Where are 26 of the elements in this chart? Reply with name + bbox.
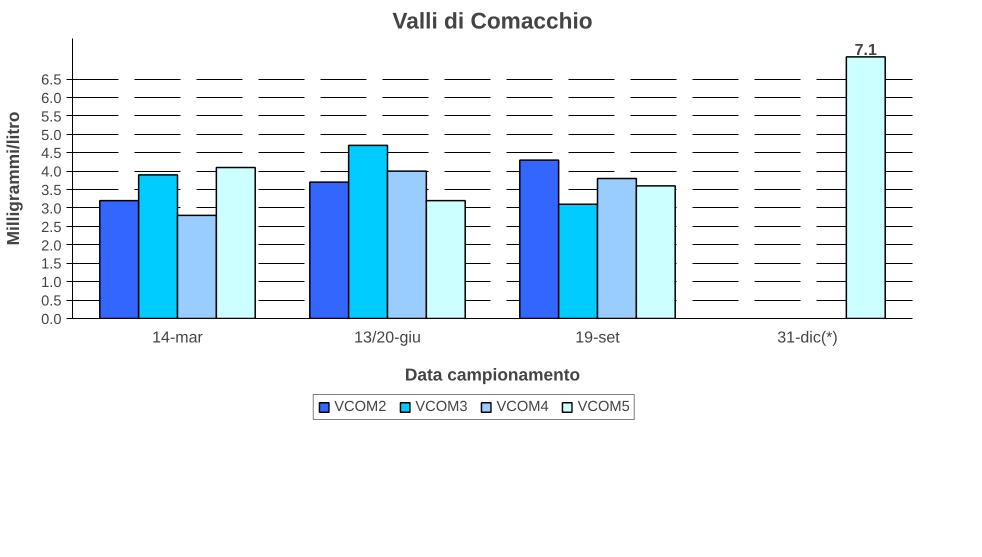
x-tick-label: 14-mar — [152, 330, 204, 346]
y-tick-label: 0.5 — [41, 294, 62, 310]
y-tick-label: 5.0 — [41, 128, 62, 144]
y-tick-label: 3.0 — [41, 201, 62, 218]
y-tick-label: 6.0 — [41, 90, 62, 107]
legend-label: VCOM3 — [415, 399, 468, 415]
x-tick-label: 13/20-giu — [354, 330, 421, 346]
data-label: 7.1 — [854, 42, 877, 59]
y-tick-label: 2.5 — [41, 220, 62, 236]
y-tick-label: 0.0 — [41, 312, 62, 328]
legend-label: VCOM5 — [578, 399, 630, 415]
x-tick-label: 19-set — [575, 330, 620, 346]
legend-label: VCOM4 — [496, 399, 549, 415]
y-tick-label: 6.5 — [41, 72, 62, 89]
y-axis-title: Milligrammi/litro — [3, 112, 24, 246]
x-axis-title: Data campionamento — [404, 364, 580, 384]
legend-label: VCOM2 — [334, 399, 386, 415]
y-tick-label: 5.5 — [41, 109, 62, 126]
y-tick-label: 1.0 — [41, 275, 62, 292]
y-tick-label: 1.5 — [41, 256, 62, 273]
y-tick-label: 4.0 — [41, 164, 62, 181]
chart-title: Valli di Comacchio — [392, 8, 593, 34]
y-tick-label: 4.5 — [41, 146, 62, 162]
y-tick-label: 2.0 — [41, 238, 62, 254]
y-tick-label: 3.5 — [41, 183, 62, 200]
x-tick-label: 31-dic(*) — [777, 330, 838, 346]
